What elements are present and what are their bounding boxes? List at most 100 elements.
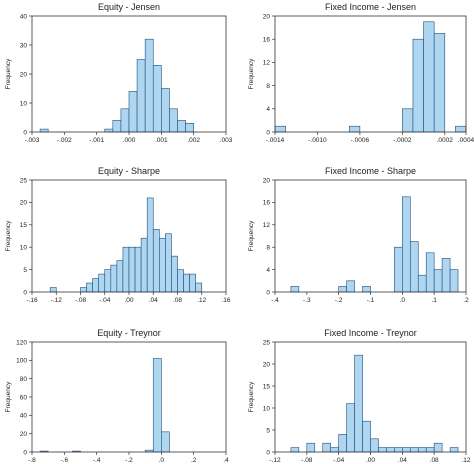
x-tick-label: .2 (191, 457, 197, 464)
x-tick-label: .08 (430, 457, 439, 464)
y-tick-label: 25 (20, 177, 28, 184)
y-tick-label: 100 (16, 358, 27, 365)
y-tick-label: 25 (263, 339, 271, 346)
histogram-bar (402, 447, 411, 453)
histogram-bar (152, 358, 162, 453)
y-tick-label: 4 (266, 106, 270, 113)
x-tick-label: -.08 (301, 457, 313, 464)
y-tick-label: 12 (263, 222, 271, 229)
histogram-bar (425, 447, 435, 453)
histogram-bar (195, 282, 203, 293)
y-tick-label: 16 (263, 200, 271, 207)
histogram-bar (185, 123, 194, 133)
y-axis-label: Frequency (248, 58, 255, 89)
histogram-bar (338, 434, 347, 453)
histogram-bar (449, 269, 459, 293)
x-tick-label: -.4 (93, 457, 101, 464)
histogram-bar (402, 196, 411, 293)
x-tick-label: .16 (221, 297, 230, 304)
histogram-bar (378, 447, 387, 453)
y-tick-label: 5 (23, 267, 27, 274)
x-tick-label: .0004 (458, 137, 474, 144)
y-tick-label: 20 (20, 431, 28, 438)
histogram-bar (348, 125, 361, 133)
chart-title: Fixed Income - Treynor (324, 328, 417, 338)
x-tick-label: .0 (400, 297, 406, 304)
histogram-bar (330, 447, 339, 453)
histogram-bar (177, 120, 186, 133)
x-tick-label: .1 (431, 297, 437, 304)
histogram-bar (152, 228, 160, 293)
histogram-bar (346, 403, 355, 453)
x-tick-label: .0 (159, 457, 165, 464)
histogram-bar (338, 286, 347, 293)
histogram-bar (110, 264, 118, 293)
y-tick-label: 15 (263, 383, 271, 390)
plot-frame (274, 15, 467, 133)
y-tick-label: 0 (266, 129, 270, 136)
histogram-bar (128, 246, 136, 293)
histogram-bar (98, 273, 106, 293)
histogram-bar (136, 59, 146, 133)
y-tick-label: 16 (263, 37, 271, 44)
chart-title: Fixed Income - Jensen (325, 2, 416, 12)
histogram-bar (306, 442, 316, 453)
y-tick-label: 5 (266, 427, 270, 434)
histogram-bar (386, 447, 395, 453)
x-tick-label: .002 (187, 137, 200, 144)
y-tick-label: 8 (266, 245, 270, 252)
histogram-bar (92, 278, 99, 293)
histogram-bar (417, 447, 427, 453)
x-tick-label: .000 (123, 137, 136, 144)
histogram-bar (455, 125, 467, 133)
histogram-bar (370, 438, 379, 453)
y-tick-label: 10 (20, 100, 28, 107)
y-tick-label: 20 (20, 71, 28, 78)
y-tick-label: 40 (20, 13, 28, 20)
panel-fixed-income-jensen: Fixed Income - Jensen Frequency -.0014 -.00… (248, 2, 474, 144)
histogram-bar (409, 241, 419, 293)
x-tick-label: .00 (366, 457, 375, 464)
histogram-bar (104, 128, 114, 133)
x-tick-label: -.8 (28, 457, 36, 464)
y-tick-label: 20 (263, 177, 271, 184)
histogram-bar (169, 108, 178, 133)
y-tick-label: 120 (16, 339, 27, 346)
x-tick-label: .08 (173, 297, 182, 304)
histogram-bar (161, 88, 170, 133)
histogram-bar (128, 91, 138, 133)
chart-title: Fixed Income - Sharpe (325, 166, 416, 176)
panel-fixed-income-sharpe: Fixed Income - Sharpe Frequency -.4 -.3 -.2 -… (248, 166, 469, 304)
y-tick-label: 20 (20, 200, 28, 207)
histogram-bar (39, 128, 49, 133)
histogram-bar (394, 246, 403, 293)
panel-equity-treynor: Equity - Treynor Frequency -.8 -.6 -.4 -.2 .0.… (5, 328, 229, 464)
histogram-bar (159, 237, 166, 293)
histogram-bar (189, 273, 196, 293)
histogram-bar (433, 33, 446, 133)
y-tick-label: 0 (23, 449, 27, 456)
histogram-bar (144, 38, 154, 133)
x-tick-label: -.0014 (266, 137, 285, 144)
y-axis-label: Frequency (5, 220, 12, 251)
histogram-bar (412, 38, 424, 133)
y-tick-label: 0 (266, 289, 270, 296)
histogram-bar (449, 447, 459, 453)
y-axis-label: Frequency (5, 58, 12, 89)
histogram-bar (362, 420, 371, 453)
x-tick-label: -.12 (269, 457, 281, 464)
x-tick-label: .00 (124, 297, 133, 304)
y-tick-label: 20 (263, 361, 271, 368)
y-tick-label: 60 (20, 394, 28, 401)
y-axis-label: Frequency (248, 220, 255, 251)
panel-equity-jensen: Equity - Jensen Frequency -.003 -.002 -.001.… (5, 2, 233, 144)
x-tick-label: .04 (398, 457, 407, 464)
histogram-bar (86, 282, 93, 293)
x-tick-label: .2 (463, 297, 469, 304)
histogram-bar (80, 287, 87, 293)
x-tick-label: -.4 (271, 297, 279, 304)
y-tick-label: 30 (20, 42, 28, 49)
histogram-bar (120, 108, 130, 133)
histogram-bar (274, 125, 286, 133)
